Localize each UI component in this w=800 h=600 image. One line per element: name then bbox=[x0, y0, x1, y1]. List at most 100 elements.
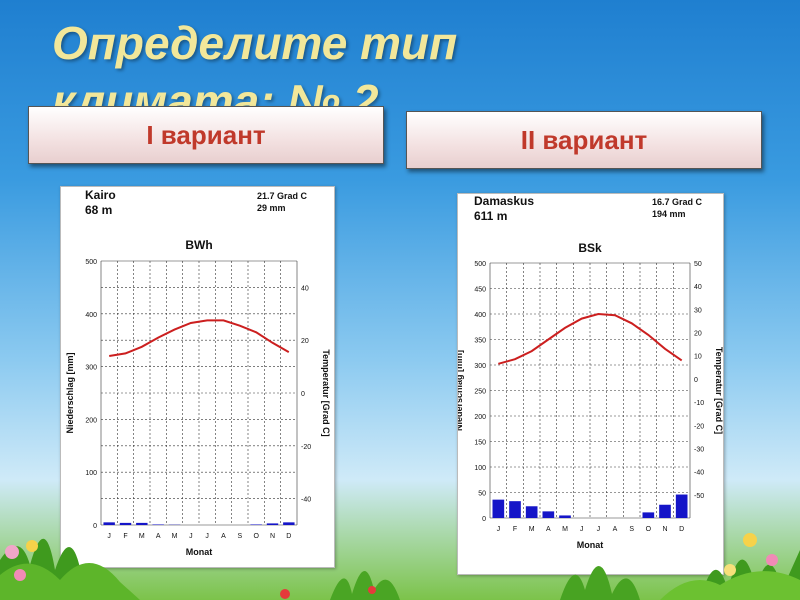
precip-tick-label: 50 bbox=[478, 491, 486, 498]
temp-tick-label: -50 bbox=[694, 493, 704, 500]
station-name: Kairo bbox=[85, 188, 116, 202]
variant-1-box[interactable]: I вариант bbox=[28, 106, 384, 164]
temp-tick-label: 20 bbox=[301, 338, 309, 345]
precip-bar bbox=[103, 522, 115, 525]
mean-temperature: 16.7 Grad C bbox=[652, 197, 703, 207]
month-label: S bbox=[237, 533, 242, 540]
precip-tick-label: 0 bbox=[93, 523, 97, 530]
month-label: J bbox=[497, 526, 501, 533]
temperature-line bbox=[109, 319, 290, 357]
variant-1-label: I вариант bbox=[146, 119, 266, 150]
precip-bar bbox=[675, 494, 688, 518]
y-axis-label-left: Niederschlag [mm] bbox=[65, 352, 75, 433]
month-label: M bbox=[562, 526, 568, 533]
precip-bar bbox=[119, 522, 132, 525]
precip-tick-label: 150 bbox=[474, 440, 486, 447]
precip-tick-label: 250 bbox=[474, 389, 486, 396]
station-elevation: 68 m bbox=[85, 203, 112, 217]
annual-precipitation: 29 mm bbox=[257, 203, 286, 213]
month-label: M bbox=[172, 533, 178, 540]
month-label: M bbox=[139, 533, 145, 540]
station-elevation: 611 m bbox=[474, 209, 507, 223]
temp-tick-label: 10 bbox=[694, 354, 702, 361]
precip-bar bbox=[250, 524, 262, 525]
temp-tick-label: -40 bbox=[694, 470, 704, 477]
precip-tick-label: 300 bbox=[474, 363, 486, 370]
month-label: N bbox=[270, 533, 275, 540]
variant-2-label: II вариант bbox=[520, 124, 648, 155]
precip-tick-label: 350 bbox=[474, 338, 486, 345]
slide-title: Определите тип климата: № 2 bbox=[52, 17, 458, 127]
y-axis-label-right: Temperatur [Grad C] bbox=[321, 349, 331, 436]
x-axis-label: Monat bbox=[577, 540, 604, 550]
month-label: D bbox=[679, 526, 684, 533]
month-label: A bbox=[613, 526, 618, 533]
precip-bar bbox=[525, 506, 538, 518]
y-axis-label-right: Temperatur [Grad C] bbox=[714, 347, 723, 434]
month-label: N bbox=[662, 526, 667, 533]
month-label: A bbox=[156, 533, 161, 540]
temp-tick-label: -30 bbox=[694, 446, 704, 453]
temp-tick-label: 30 bbox=[694, 307, 702, 314]
month-label: J bbox=[580, 526, 584, 533]
month-label: O bbox=[646, 526, 652, 533]
precip-tick-label: 400 bbox=[85, 312, 97, 319]
precip-tick-label: 450 bbox=[474, 287, 486, 294]
temp-tick-label: -20 bbox=[694, 423, 704, 430]
temp-tick-label: -10 bbox=[694, 400, 704, 407]
precip-bar bbox=[283, 522, 295, 525]
temp-tick-label: 40 bbox=[694, 284, 702, 291]
precip-bar bbox=[152, 524, 164, 525]
variant-2-box[interactable]: II вариант bbox=[406, 111, 762, 169]
precip-tick-label: 300 bbox=[85, 365, 97, 372]
temp-tick-label: 40 bbox=[301, 285, 309, 292]
precip-bar bbox=[492, 499, 505, 518]
month-label: O bbox=[253, 533, 259, 540]
station-name: Damaskus bbox=[474, 194, 534, 208]
precip-bar bbox=[659, 504, 671, 518]
month-label: F bbox=[513, 526, 517, 533]
month-label: J bbox=[205, 533, 209, 540]
month-label: S bbox=[629, 526, 634, 533]
precip-tick-label: 500 bbox=[85, 259, 97, 266]
precip-tick-label: 100 bbox=[474, 465, 486, 472]
temp-tick-label: 50 bbox=[694, 261, 702, 268]
climate-type-label: BWh bbox=[185, 238, 212, 252]
month-label: J bbox=[597, 526, 601, 533]
temp-tick-label: 0 bbox=[301, 391, 305, 398]
climate-chart-kairo: Kairo 68 m 21.7 Grad C 29 mm BWh 0 100 200 300 40… bbox=[60, 186, 335, 568]
climate-chart-damaskus: Damaskus 611 m 16.7 Grad C 194 mm BSk 0 50 100 1… bbox=[457, 193, 724, 575]
precip-tick-label: 0 bbox=[482, 516, 486, 523]
precip-tick-label: 200 bbox=[474, 414, 486, 421]
precip-bar bbox=[266, 523, 279, 525]
temperature-line bbox=[498, 312, 683, 365]
precip-bar bbox=[559, 515, 571, 518]
month-label: A bbox=[546, 526, 551, 533]
precip-tick-label: 200 bbox=[85, 417, 97, 424]
temp-tick-label: 0 bbox=[694, 377, 698, 384]
mean-temperature: 21.7 Grad C bbox=[257, 191, 308, 201]
annual-precipitation: 194 mm bbox=[652, 209, 686, 219]
precip-bar bbox=[542, 511, 555, 518]
month-label: F bbox=[123, 533, 127, 540]
precip-bar bbox=[509, 501, 521, 518]
month-label: M bbox=[529, 526, 535, 533]
precip-bar bbox=[136, 522, 148, 525]
month-label: J bbox=[107, 533, 111, 540]
precip-tick-label: 500 bbox=[474, 261, 486, 268]
grass-decoration bbox=[0, 533, 800, 600]
month-label: J bbox=[189, 533, 193, 540]
climate-type-label: BSk bbox=[578, 241, 602, 255]
y-axis-label-left: Niederschlag [mm] bbox=[458, 350, 464, 431]
precip-tick-label: 100 bbox=[85, 470, 97, 477]
month-label: D bbox=[286, 533, 291, 540]
precip-bar bbox=[642, 512, 655, 518]
temp-tick-label: -20 bbox=[301, 444, 311, 451]
x-axis-label: Monat bbox=[186, 547, 213, 557]
precip-tick-label: 400 bbox=[474, 312, 486, 319]
month-label: A bbox=[221, 533, 226, 540]
temp-tick-label: -40 bbox=[301, 497, 311, 504]
temp-tick-label: 20 bbox=[694, 331, 702, 338]
